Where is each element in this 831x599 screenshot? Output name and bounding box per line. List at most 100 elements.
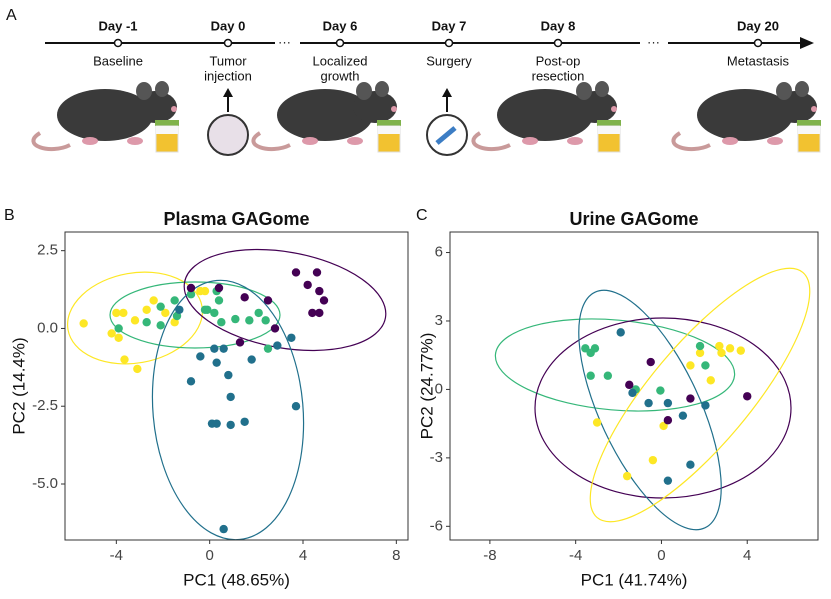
y-axis-label: PC2 (14.4%) [9, 337, 28, 434]
point [701, 401, 710, 410]
event-label: resection [532, 68, 585, 83]
event-label: growth [320, 68, 359, 83]
day-label: Day 20 [737, 18, 779, 33]
point [590, 344, 600, 353]
x-tick-label: -4 [110, 547, 123, 564]
y-tick-label: -6 [430, 517, 443, 534]
timepoint [753, 38, 763, 48]
day-label: Day 6 [323, 18, 358, 33]
point [210, 308, 219, 318]
point [214, 283, 224, 293]
panel-label: B [4, 207, 15, 224]
point [107, 329, 116, 338]
x-tick-label: -4 [569, 547, 582, 564]
point [725, 344, 735, 353]
point [715, 341, 724, 351]
point [161, 308, 170, 318]
y-axis-label: PC2 (24.77%) [417, 333, 436, 440]
point [235, 338, 245, 347]
point [312, 268, 322, 277]
point [226, 420, 235, 430]
point [245, 316, 254, 325]
event-label: Tumor [209, 53, 247, 68]
chart-title: Urine GAGome [569, 209, 698, 229]
event-label: Baseline [93, 53, 143, 68]
point [287, 333, 296, 342]
point [120, 355, 129, 364]
timepoint [444, 38, 454, 48]
point [736, 346, 745, 355]
point [79, 319, 88, 328]
y-tick-label: -5.0 [32, 475, 58, 492]
point [156, 302, 165, 311]
x-tick-label: 8 [392, 547, 400, 564]
timepoint [553, 38, 563, 48]
point [273, 341, 282, 350]
point [663, 398, 673, 408]
day-label: Day 8 [541, 18, 576, 33]
point [315, 308, 324, 318]
point [291, 268, 301, 277]
point [224, 370, 233, 380]
y-tick-label: -3 [430, 449, 443, 466]
point [261, 316, 270, 325]
point [663, 416, 673, 425]
point [186, 290, 196, 299]
point [226, 392, 235, 402]
event-label: Metastasis [727, 53, 790, 68]
point [142, 318, 151, 327]
point [133, 364, 142, 374]
day-label: Day 0 [211, 18, 246, 33]
point [319, 296, 329, 305]
point [149, 296, 158, 305]
y-tick-label: -2.5 [32, 397, 58, 414]
panel-label: A [6, 7, 17, 24]
point [644, 398, 653, 408]
point [210, 344, 219, 353]
y-tick-label: 3 [435, 312, 443, 329]
x-tick-label: 0 [657, 547, 665, 564]
x-axis-label: PC1 (41.74%) [581, 570, 688, 589]
point [240, 293, 249, 302]
point [212, 419, 221, 428]
chart-title: Plasma GAGome [163, 209, 309, 229]
point [686, 394, 695, 403]
point [717, 348, 726, 358]
point [695, 341, 705, 351]
x-tick-label: 4 [743, 547, 751, 564]
y-tick-label: 2.5 [37, 242, 58, 259]
point [112, 308, 121, 318]
event-label: Surgery [426, 53, 472, 68]
point [186, 283, 196, 293]
point [686, 460, 695, 469]
illustrations [31, 79, 822, 156]
point [263, 344, 273, 353]
timepoint [113, 38, 123, 48]
day-label: Day -1 [98, 18, 137, 33]
point [142, 305, 151, 314]
point [648, 455, 658, 465]
point [603, 371, 613, 380]
point [200, 305, 210, 314]
point [231, 314, 240, 324]
point [186, 377, 196, 386]
point [170, 296, 179, 305]
plot-frame [64, 231, 409, 541]
point [592, 418, 602, 427]
point [656, 386, 665, 395]
point [706, 376, 715, 385]
point [622, 471, 632, 481]
point [254, 308, 263, 318]
y-tick-label: 0.0 [37, 319, 58, 336]
point [214, 296, 224, 305]
point [200, 286, 210, 296]
point [114, 333, 123, 342]
arrow-head [800, 37, 814, 49]
point [743, 392, 752, 401]
point [263, 296, 273, 305]
point [270, 324, 280, 333]
point [196, 352, 205, 361]
point [646, 357, 655, 367]
point [663, 476, 673, 485]
point [586, 371, 595, 380]
